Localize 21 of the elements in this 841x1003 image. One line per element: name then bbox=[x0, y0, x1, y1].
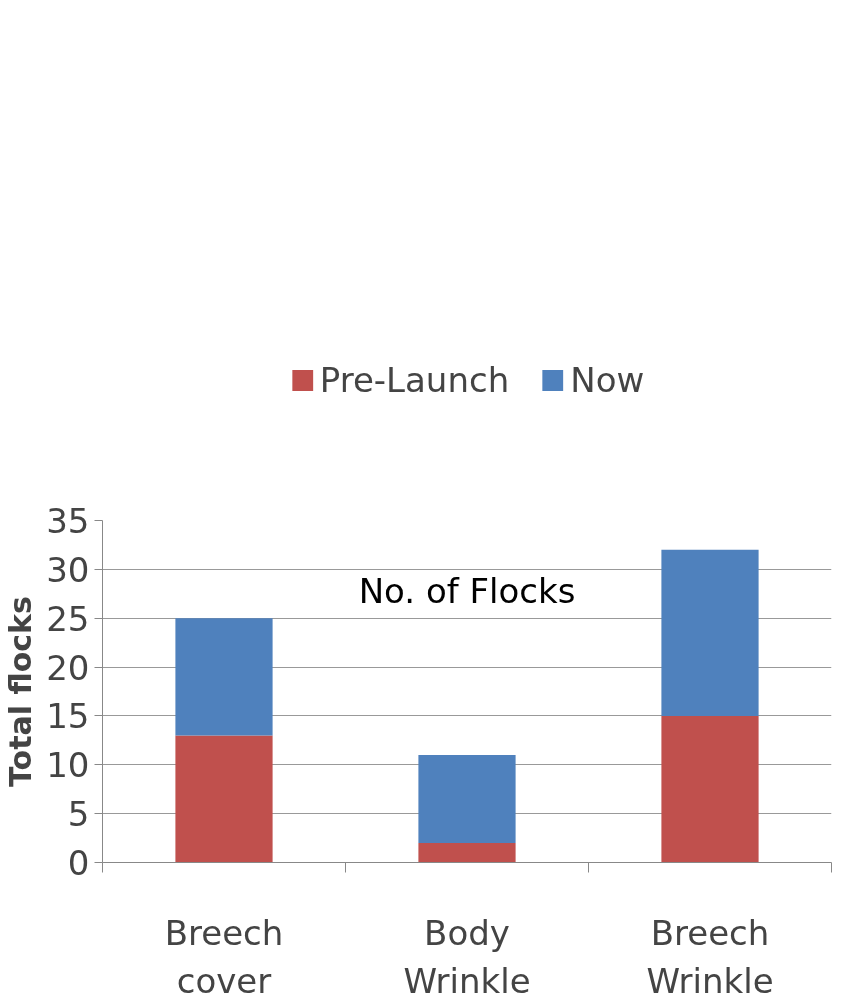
bar bbox=[175, 735, 273, 863]
x-tick-label: Breech cover bbox=[164, 912, 284, 1001]
bar bbox=[418, 842, 516, 863]
bar bbox=[661, 715, 759, 863]
y-tick-label: 15 bbox=[46, 696, 90, 737]
y-tick-label: 20 bbox=[46, 647, 90, 688]
legend-label: Pre-Launch bbox=[319, 360, 510, 400]
text: No. of Flocks bbox=[358, 570, 576, 611]
y-tick-label: 5 bbox=[67, 794, 90, 835]
y-axis-title: Total flocks bbox=[3, 596, 39, 787]
x-tick-label: Body Wrinkle bbox=[403, 912, 531, 1001]
legend-label: Now bbox=[570, 360, 645, 400]
y-tick-label: 35 bbox=[46, 501, 90, 541]
bar bbox=[418, 755, 516, 843]
y-tick-label: 10 bbox=[46, 745, 90, 786]
bar bbox=[661, 549, 759, 716]
x-tick-label: Breech Wrinkle bbox=[646, 912, 774, 1001]
bar bbox=[175, 618, 273, 736]
y-tick-label: 0 bbox=[67, 843, 90, 883]
y-tick-label: 25 bbox=[46, 598, 90, 639]
y-tick-label: 30 bbox=[46, 549, 90, 590]
